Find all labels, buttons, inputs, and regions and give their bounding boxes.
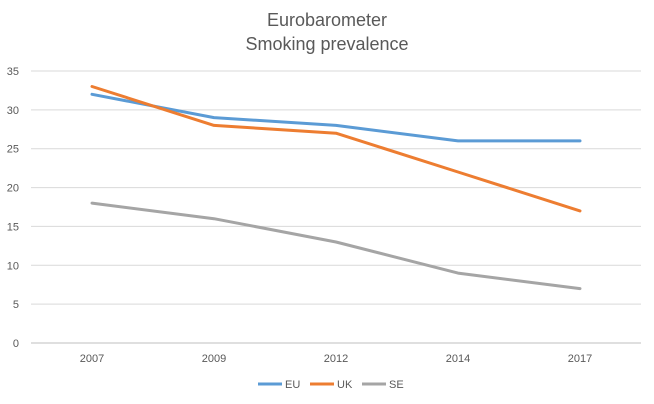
series-line-eu — [90, 92, 582, 143]
y-tick-label: 10 — [7, 260, 19, 272]
chart-title-line-2: Smoking prevalence — [245, 34, 408, 54]
gridlines — [31, 70, 641, 344]
y-tick-label: 20 — [7, 183, 19, 195]
y-tick-label: 30 — [7, 105, 19, 117]
legend: EU UK SE — [258, 379, 404, 391]
series-line-uk — [90, 85, 582, 213]
legend-label-eu: EU — [285, 379, 300, 391]
x-tick-label: 2007 — [80, 353, 104, 365]
x-tick-label: 2017 — [568, 353, 592, 365]
y-tick-label: 35 — [7, 66, 19, 78]
series-lines — [90, 85, 582, 291]
chart-title-line-1: Eurobarometer — [267, 10, 387, 30]
y-tick-label: 0 — [13, 338, 19, 350]
y-tick-label: 25 — [7, 144, 19, 156]
x-axis-tick-labels: 2007 2009 2012 2014 2017 — [80, 353, 592, 365]
series-line-se — [90, 201, 582, 291]
legend-label-se: SE — [389, 379, 404, 391]
y-tick-label: 5 — [13, 299, 19, 311]
legend-label-uk: UK — [337, 379, 353, 391]
x-tick-label: 2009 — [202, 353, 226, 365]
y-axis-tick-labels: 0 5 10 15 20 25 30 35 — [7, 66, 19, 350]
x-tick-label: 2012 — [324, 353, 348, 365]
x-tick-label: 2014 — [446, 353, 470, 365]
y-tick-label: 15 — [7, 221, 19, 233]
